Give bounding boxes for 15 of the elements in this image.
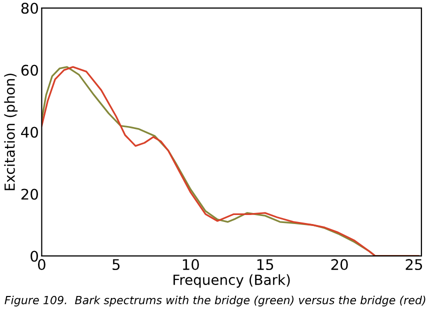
caption: Figure 109. Bark spectrums with the bridge (green) versus the bridge (red)	[4, 296, 426, 306]
line-series	[42, 66, 420, 256]
x-tick-label: 10	[182, 259, 199, 270]
x-tick-label: 25	[406, 259, 422, 270]
y-tick-label: 40	[21, 126, 38, 138]
x-tick-label: 0	[38, 259, 46, 270]
x-axis-title: Frequency (Bark)	[174, 274, 290, 288]
y-tick-label: 60	[21, 64, 38, 76]
x-tick-label: 5	[112, 259, 120, 270]
x-tick-label: 20	[331, 259, 348, 270]
x-tick-label: 15	[257, 259, 274, 270]
y-tick-label: 0	[30, 250, 38, 262]
y-tick-label: 80	[21, 2, 38, 14]
y-tick-label: 20	[21, 188, 38, 200]
y-axis-title: Excitation (phon)	[4, 74, 18, 190]
